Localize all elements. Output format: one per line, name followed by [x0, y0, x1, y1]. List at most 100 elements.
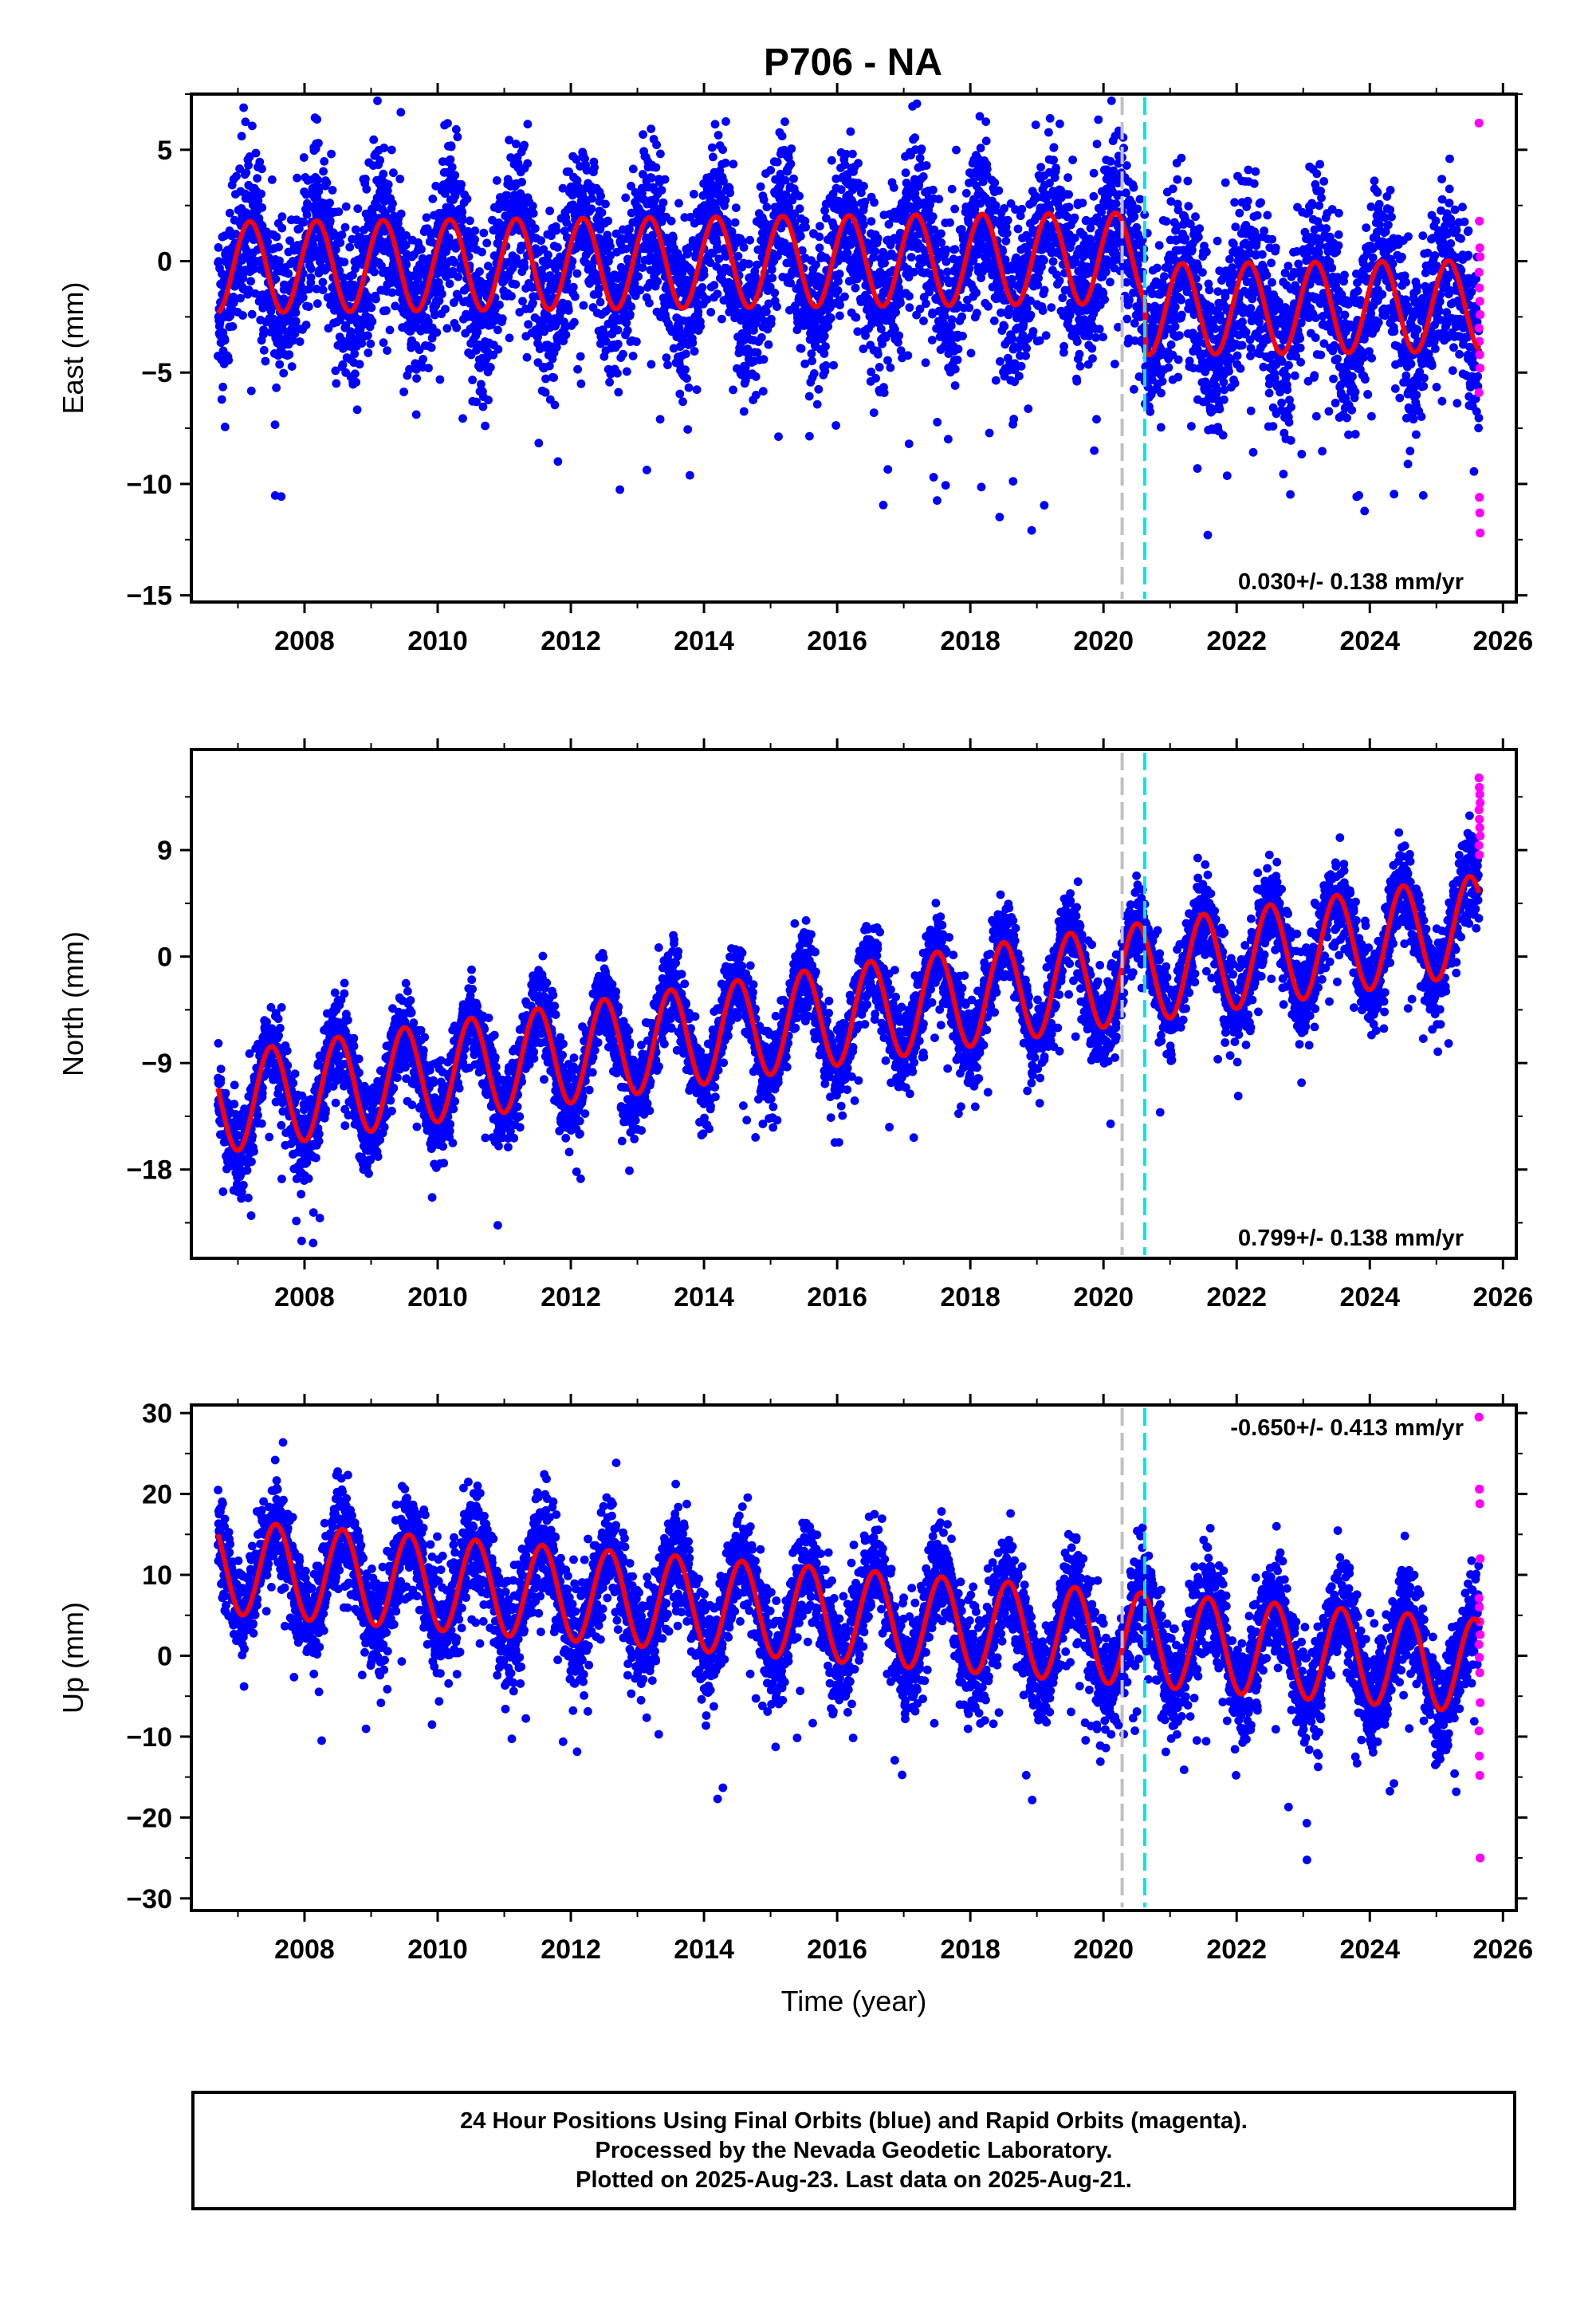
east-final-point	[733, 251, 743, 261]
east-final-point	[756, 182, 765, 191]
east-final-point	[647, 124, 656, 134]
east-final-point	[780, 117, 789, 127]
east-final-point	[989, 316, 999, 325]
east-final-point	[874, 349, 883, 359]
east-final-point	[530, 224, 540, 233]
east-final-point	[922, 161, 931, 170]
east-final-point	[1000, 321, 1009, 331]
east-final-point	[833, 285, 843, 295]
east-final-point	[721, 117, 730, 126]
east-final-point	[481, 421, 489, 431]
east-final-point	[1031, 120, 1040, 130]
east-final-point	[928, 212, 938, 221]
east-final-point	[328, 186, 337, 195]
east-final-point	[445, 279, 454, 289]
east-final-point	[1219, 377, 1228, 387]
east-final-point	[684, 383, 694, 392]
east-final-point	[1072, 376, 1082, 386]
east-final-point	[721, 158, 730, 167]
east-final-point	[1078, 199, 1087, 207]
east-final-point	[1089, 168, 1099, 178]
east-final-point	[348, 234, 357, 244]
east-final-point	[1184, 202, 1193, 211]
east-final-point	[351, 369, 360, 379]
east-final-point	[319, 167, 328, 176]
east-final-point	[553, 457, 563, 466]
east-final-point	[623, 326, 632, 335]
east-final-point	[683, 425, 693, 434]
east-final-point	[718, 145, 727, 155]
east-final-point	[922, 299, 930, 309]
east-final-point	[1008, 477, 1018, 486]
east-final-point	[380, 226, 390, 236]
east-final-point	[549, 373, 558, 382]
east-final-point	[834, 277, 843, 286]
east-final-point	[259, 325, 268, 334]
east-final-point	[812, 399, 822, 409]
east-final-point	[228, 322, 238, 331]
east-final-point	[1070, 213, 1079, 222]
east-final-point	[1022, 344, 1032, 353]
east-final-point	[796, 344, 806, 353]
east-final-point	[214, 257, 223, 266]
east-final-point	[758, 387, 768, 396]
east-final-point	[295, 224, 304, 234]
east-final-point	[831, 421, 840, 430]
east-final-point	[254, 196, 263, 206]
east-final-point	[896, 298, 905, 308]
east-final-point	[253, 174, 261, 183]
east-final-point	[937, 238, 946, 247]
east-final-point	[304, 302, 313, 311]
east-final-point	[1221, 178, 1230, 187]
east-final-point	[1203, 530, 1213, 540]
east-final-point	[383, 180, 393, 189]
east-final-point	[520, 262, 529, 272]
east-final-point	[511, 280, 521, 289]
east-final-point	[1040, 501, 1049, 510]
east-final-point	[431, 181, 441, 191]
east-final-point	[1173, 355, 1183, 364]
east-final-point	[766, 166, 776, 175]
east-final-point	[238, 311, 247, 320]
east-final-point	[950, 381, 960, 390]
east-final-point	[570, 317, 579, 327]
east-final-point	[941, 481, 950, 490]
east-final-point	[933, 418, 942, 427]
east-final-point	[229, 298, 238, 308]
east-final-point	[686, 470, 694, 480]
east-final-point	[1177, 295, 1185, 305]
east-final-point	[764, 340, 773, 349]
east-final-point	[564, 306, 573, 315]
east-final-point	[1016, 361, 1026, 371]
east-final-point	[827, 313, 835, 323]
east-final-point	[1038, 306, 1048, 315]
east-final-point	[348, 270, 357, 280]
east-final-point	[497, 314, 507, 324]
east-final-point	[690, 190, 698, 199]
east-final-point	[458, 207, 467, 217]
east-final-point	[669, 234, 678, 242]
east-final-point	[879, 388, 889, 397]
east-final-point	[869, 408, 879, 417]
east-final-point	[721, 195, 730, 205]
east-final-point	[424, 364, 433, 372]
east-final-point	[357, 339, 367, 348]
east-final-point	[757, 333, 766, 342]
east-final-point	[1122, 314, 1132, 324]
east-final-point	[332, 379, 341, 388]
east-final-point	[745, 259, 753, 269]
east-final-point	[1064, 203, 1074, 212]
east-final-point	[1107, 96, 1116, 105]
east-final-point	[658, 198, 668, 207]
east-final-point	[1002, 229, 1012, 238]
east-final-point	[815, 232, 824, 242]
east-final-point	[430, 310, 439, 320]
east-final-point	[450, 258, 459, 267]
east-final-point	[739, 407, 749, 416]
east-final-point	[1125, 295, 1134, 305]
east-final-point	[906, 253, 916, 262]
east-final-point	[596, 191, 605, 201]
east-final-point	[1191, 212, 1200, 222]
east-final-point	[614, 388, 623, 397]
east-final-point	[1036, 163, 1045, 172]
